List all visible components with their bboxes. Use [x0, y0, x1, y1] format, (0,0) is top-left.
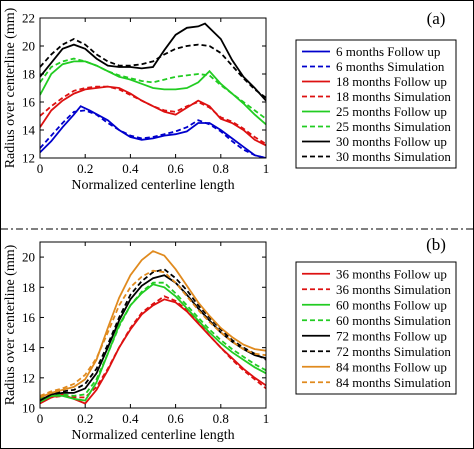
panel-label: (b)	[426, 235, 446, 254]
x-tick-label: 0.8	[213, 161, 229, 176]
y-tick-label: 10	[22, 401, 35, 416]
x-tick-label: 0.4	[122, 161, 139, 176]
series-line-7	[40, 250, 266, 399]
legend-entry: 30 months Simulation	[336, 149, 451, 164]
y-tick-label: 18	[22, 67, 35, 82]
series-line-2	[40, 109, 266, 158]
legend: 6 months Follow up6 months Simulation18 …	[295, 39, 457, 169]
x-axis-label: Normalized centerline length	[71, 428, 234, 443]
panel-label: (a)	[427, 9, 446, 28]
legend-entry: 18 months Follow up	[336, 74, 447, 89]
legend-box	[295, 39, 457, 169]
series-line-8	[40, 269, 266, 397]
series-line-6	[40, 268, 266, 399]
y-tick-label: 16	[22, 310, 36, 325]
x-tick-label: 0	[37, 411, 44, 426]
x-tick-label: 1	[263, 161, 270, 176]
legend-entry: 6 months Follow up	[336, 44, 440, 59]
series-group	[40, 250, 266, 405]
x-tick-label: 0.6	[167, 411, 184, 426]
legend-entry: 72 months Follow up	[336, 328, 447, 343]
legend-entry: 18 months Simulation	[336, 89, 451, 104]
y-axis-label: Radius over centerline (mm)	[3, 244, 18, 405]
series-group	[40, 22, 266, 158]
series-line-7	[40, 22, 266, 102]
x-tick-label: 0.2	[77, 411, 93, 426]
series-line-2	[40, 295, 266, 402]
panel-b: 0 0.2 0.4 0.6 0.8 1 10 12 14 16 18 20 Normalized cen…	[3, 235, 457, 443]
legend-entry: 25 months Simulation	[336, 119, 451, 134]
series-line-8	[40, 37, 266, 99]
y-tick-label: 16	[22, 95, 36, 110]
x-tick-label: 0.6	[167, 161, 184, 176]
x-axis-label: Normalized centerline length	[71, 178, 234, 193]
series-line-5	[40, 60, 266, 126]
legend-entry: 60 months Follow up	[336, 297, 447, 312]
x-tick-label: 0.4	[122, 411, 139, 426]
legend-box	[295, 261, 457, 395]
x-tick-label: 1	[263, 411, 270, 426]
panel-a: 0 0.2 0.4 0.6 0.8 1 12 14 16 18 20 22 Normalized cen…	[3, 7, 457, 193]
y-axis-label: Radius over centerline (mm)	[3, 7, 18, 168]
y-tick-label: 20	[22, 39, 35, 54]
x-tick-label: 0.2	[77, 161, 93, 176]
y-tick-label: 14	[22, 123, 36, 138]
series-line-6	[40, 57, 266, 120]
legend-entry: 36 months Follow up	[336, 266, 447, 281]
legend-entry: 84 months Follow up	[336, 359, 447, 374]
series-line-1	[40, 298, 266, 405]
y-tick-label: 22	[22, 11, 35, 26]
legend-entry: 84 months Simulation	[336, 375, 451, 390]
series-line-3	[40, 283, 266, 403]
y-tick-label: 18	[22, 280, 35, 295]
legend-entry: 60 months Simulation	[336, 313, 451, 328]
y-tick-label: 20	[22, 250, 35, 265]
series-line-4	[40, 85, 266, 145]
legend-entry: 25 months Follow up	[336, 104, 447, 119]
y-tick-label: 14	[22, 340, 36, 355]
x-tick-label: 0	[37, 161, 44, 176]
legend-entry: 72 months Simulation	[336, 344, 451, 359]
legend-entry: 6 months Simulation	[336, 59, 445, 74]
series-line-3	[40, 85, 266, 147]
legend-entry: 36 months Simulation	[336, 282, 451, 297]
y-tick-label: 12	[22, 151, 35, 166]
axes-box	[39, 241, 267, 409]
x-tick-label: 0.8	[213, 411, 229, 426]
series-line-4	[40, 281, 266, 400]
legend-entry: 30 months Follow up	[336, 134, 447, 149]
axes-box	[39, 17, 267, 159]
y-tick-label: 12	[22, 370, 35, 385]
